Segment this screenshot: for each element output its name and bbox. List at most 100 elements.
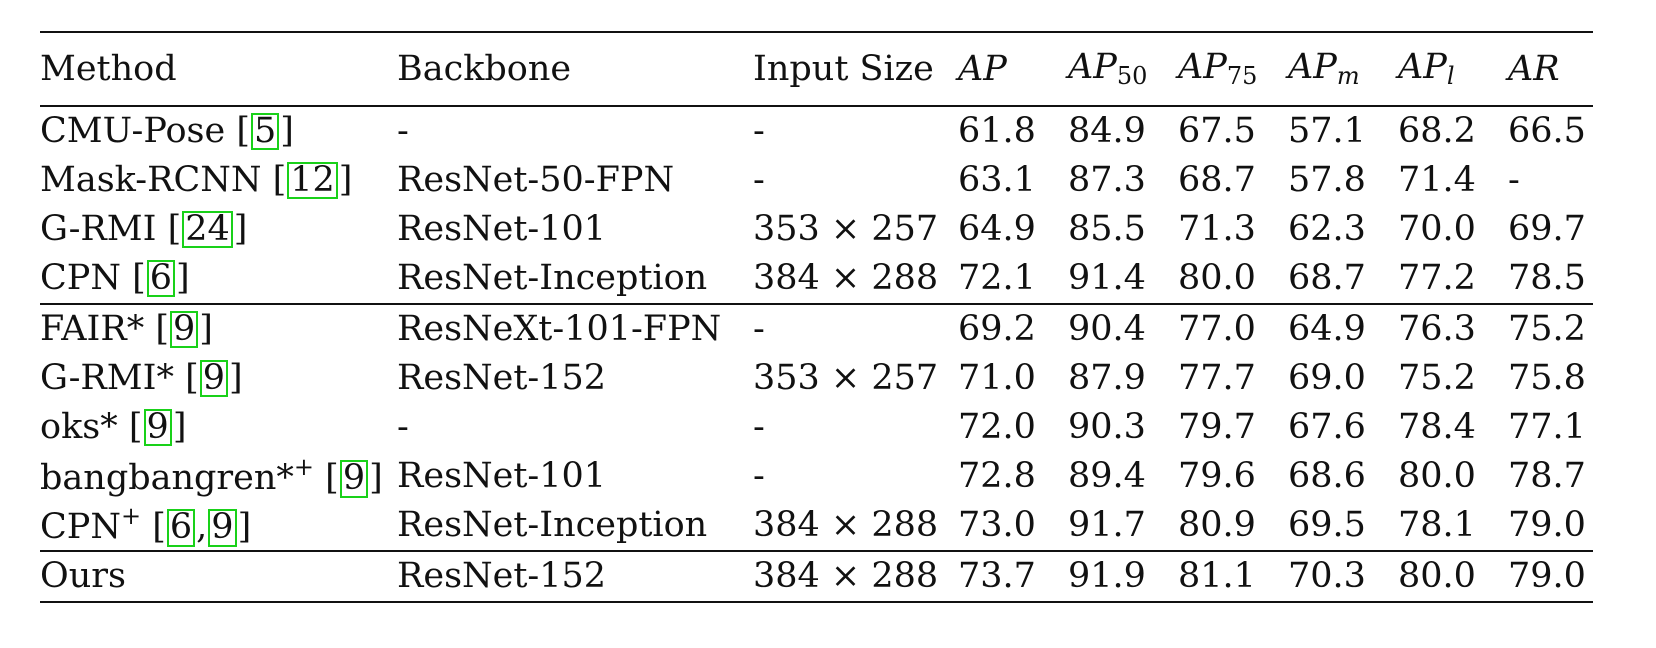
cell-backbone: ResNet-Inception [397, 505, 708, 545]
cell-apl: 71.4 [1398, 160, 1476, 200]
cell-input-size: - [753, 407, 765, 447]
citation-link[interactable]: 9 [199, 359, 229, 398]
cell-apl: 77.2 [1398, 258, 1476, 298]
cell-ar: 75.8 [1508, 358, 1586, 398]
cell-backbone: ResNet-152 [397, 358, 607, 398]
cell-backbone: ResNet-101 [397, 456, 607, 496]
cell-ap50: 84.9 [1068, 111, 1146, 151]
cell-input-size: - [753, 111, 765, 151]
cell-apl: 75.2 [1398, 358, 1476, 398]
method-name: oks* [40, 406, 118, 447]
table-header: Method Backbone Input Size AP AP50 AP75 … [40, 32, 1593, 106]
header-input-size: Input Size [753, 48, 934, 89]
header-row: Method Backbone Input Size AP AP50 AP75 … [40, 32, 1593, 106]
cell-apm: 69.0 [1288, 358, 1366, 398]
table-row: CPN [6] ResNet-Inception 384 × 288 72.1 91.4… [40, 254, 1593, 304]
cell-apm: 57.8 [1288, 160, 1366, 200]
table-row: CMU-Pose [5] - - 61.8 84.9 67.5 57.1 68.2 66.5 [40, 106, 1593, 156]
cell-ap75: 77.7 [1178, 358, 1256, 398]
header-ar: AR [1508, 48, 1560, 89]
cell-method: CMU-Pose [5] [40, 110, 294, 151]
cell-input-size: - [753, 160, 765, 200]
cell-apm: 68.7 [1288, 258, 1366, 298]
cell-input-size: 353 × 257 [753, 209, 939, 249]
cell-ap75: 80.9 [1178, 505, 1256, 545]
cell-apm: 69.5 [1288, 505, 1366, 545]
citation-link[interactable]: 12 [287, 161, 338, 200]
citation-link[interactable]: 6 [146, 259, 176, 298]
cell-ap75: 68.7 [1178, 160, 1256, 200]
method-name: CMU-Pose [40, 110, 226, 151]
method-name: G-RMI [40, 208, 157, 249]
cell-ap75: 71.3 [1178, 209, 1256, 249]
cell-backbone: ResNet-101 [397, 209, 607, 249]
cell-ap50: 91.4 [1068, 258, 1146, 298]
row-group-challenge: FAIR* [9] ResNeXt-101-FPN -69.2 90.4 77.0 64.… [40, 303, 1593, 551]
citation-link[interactable]: 9 [143, 408, 172, 447]
header-ap: AP [958, 48, 1007, 89]
results-table: Method Backbone Input Size AP AP50 AP75 … [40, 31, 1593, 603]
cell-apl: 78.4 [1398, 407, 1476, 447]
cell-apm: 64.9 [1288, 303, 1398, 354]
cell-method: oks* [9] [40, 406, 187, 447]
cell-ap75: 77.0 [1178, 303, 1288, 354]
table-row: bangbangren*+ [9] ResNet-101 - 72.8 89.4 79.6… [40, 452, 1593, 501]
cell-apl: 68.2 [1398, 111, 1476, 151]
row-group-baselines: CMU-Pose [5] - - 61.8 84.9 67.5 57.1 68.2 66.5 Ma… [40, 106, 1593, 304]
table-row: FAIR* [9] ResNeXt-101-FPN -69.2 90.4 77.0 64.… [40, 303, 1593, 354]
cell-backbone: ResNet-50-FPN [397, 160, 675, 200]
citation-link[interactable]: 6 [166, 509, 196, 547]
cell-ar: - [1508, 160, 1520, 200]
cell-ap: 71.0 [958, 358, 1036, 398]
cell-backbone: - [397, 111, 409, 151]
cell-method: Mask-RCNN [12] [40, 159, 353, 200]
method-name: CPN [40, 507, 121, 548]
citation-link[interactable]: 9 [169, 310, 199, 349]
cell-input-size: - [753, 303, 958, 354]
cell-apl: 80.0 [1398, 550, 1508, 603]
table-row: G-RMI* [9] ResNet-152 353 × 257 71.0 87.9 77.… [40, 354, 1593, 403]
cell-backbone: - [397, 407, 409, 447]
cell-method: CPN+ [6, 9] [40, 502, 252, 548]
cell-ar: 69.7 [1508, 209, 1586, 249]
cell-ap: 64.9 [958, 209, 1036, 249]
table-row: oks* [9] - - 72.0 90.3 79.7 67.6 78.4 77.1 [40, 403, 1593, 452]
citation-link[interactable]: 24 [182, 210, 233, 249]
cell-ap50: 87.9 [1068, 358, 1146, 398]
cell-ar: 75.2 [1508, 303, 1593, 354]
method-name: FAIR* [40, 308, 145, 349]
header-apl: APl [1398, 47, 1455, 90]
method-name: Mask-RCNN [40, 159, 262, 200]
table-row: Ours ResNet-152 384 × 288 73.7 91.9 81.1 70.3 8… [40, 550, 1593, 603]
cell-ar: 77.1 [1508, 407, 1586, 447]
cell-ap: 73.0 [958, 505, 1036, 545]
cell-method: CPN [6] [40, 257, 190, 298]
cell-backbone: ResNeXt-101-FPN [397, 303, 753, 354]
header-ap75: AP75 [1178, 47, 1258, 90]
cell-apm: 68.6 [1288, 456, 1366, 496]
header-method: Method [40, 48, 177, 89]
cell-apm: 57.1 [1288, 111, 1366, 151]
cell-input-size: 384 × 288 [753, 550, 958, 603]
cell-ap75: 79.7 [1178, 407, 1256, 447]
cell-apl: 78.1 [1398, 505, 1476, 545]
citation-link[interactable]: 5 [250, 112, 280, 151]
cell-ap: 72.8 [958, 456, 1036, 496]
header-apm: APm [1288, 47, 1360, 90]
cell-backbone: ResNet-152 [397, 550, 753, 603]
header-ap50: AP50 [1068, 47, 1148, 90]
cell-ap50: 90.4 [1068, 303, 1178, 354]
citation-link[interactable]: 9 [208, 509, 237, 547]
cell-ap75: 67.5 [1178, 111, 1256, 151]
cell-ap: 72.1 [958, 258, 1036, 298]
cell-apm: 70.3 [1288, 550, 1398, 603]
citation-link[interactable]: 9 [339, 460, 369, 498]
cell-ap: 63.1 [958, 160, 1036, 200]
cell-ar: 78.5 [1508, 258, 1586, 298]
row-group-ours: Ours ResNet-152 384 × 288 73.7 91.9 81.1 70.3 8… [40, 550, 1593, 603]
cell-apm: 67.6 [1288, 407, 1366, 447]
cell-ap: 69.2 [958, 303, 1068, 354]
cell-ap: 73.7 [958, 550, 1068, 603]
cell-input-size: 353 × 257 [753, 358, 939, 398]
cell-ap: 61.8 [958, 111, 1036, 151]
